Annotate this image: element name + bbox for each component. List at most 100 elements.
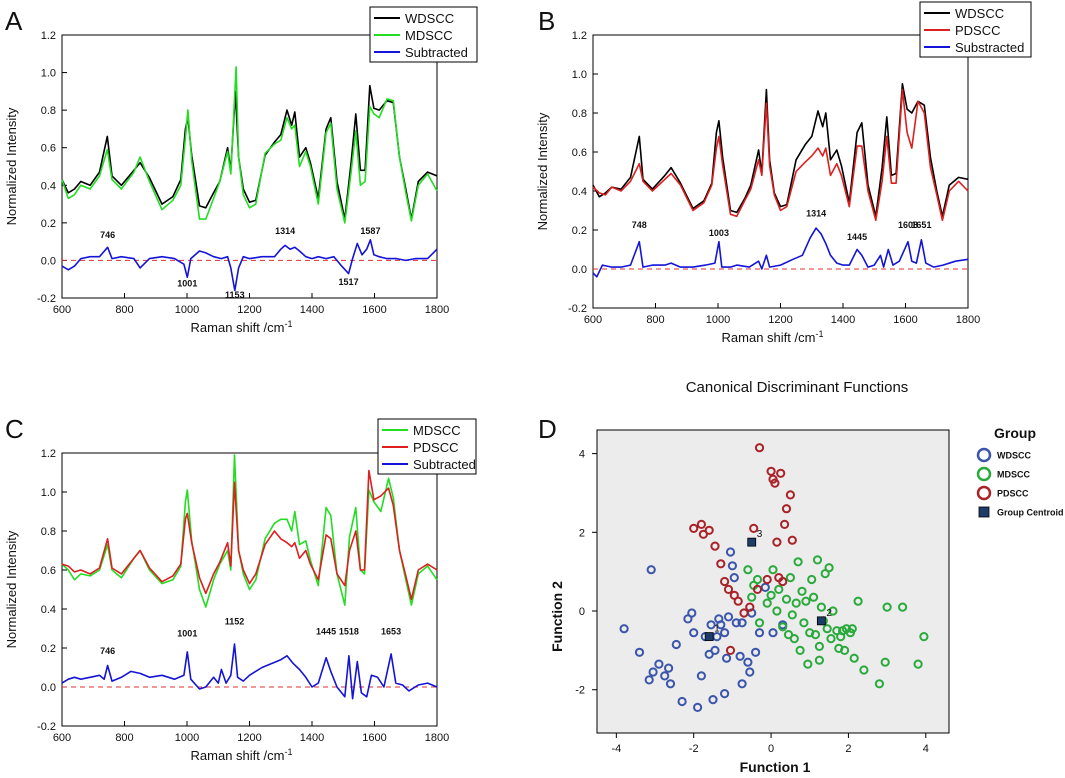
point-wdscc: [619, 624, 629, 634]
point-wdscc: [727, 561, 738, 571]
legend-label-pdscc: PDSCC: [413, 440, 459, 455]
series-line-subtracted: [61, 643, 438, 700]
legend-marker-wdscc: [976, 447, 992, 463]
legend-label-subtracted: Subtracted: [405, 45, 468, 60]
y-tick-label: 0.2: [572, 225, 587, 237]
x-tick-label: 1400: [831, 314, 855, 326]
x-tick-label: 1200: [237, 732, 261, 744]
point-mdscc: [812, 555, 823, 565]
y-tick-label: 0.6: [572, 147, 587, 159]
point-wdscc: [720, 689, 730, 699]
point-pdscc: [733, 596, 743, 606]
peak-label-1152: 1152: [225, 617, 245, 627]
point-pdscc: [745, 602, 755, 612]
point-wdscc: [648, 667, 658, 677]
point-wdscc: [654, 659, 664, 669]
centroid-label-1: 1: [714, 624, 720, 635]
point-mdscc: [762, 598, 772, 608]
x-tick-label: 1800: [425, 732, 449, 744]
point-wdscc: [664, 663, 674, 673]
x-tick-label: 0: [768, 743, 774, 755]
point-mdscc: [781, 594, 792, 604]
chart-title: Canonical Discriminant Functions: [686, 379, 909, 396]
point-mdscc: [803, 659, 813, 669]
point-mdscc: [789, 634, 799, 644]
y-tick-label: 1.0: [41, 487, 56, 499]
point-mdscc: [795, 645, 805, 656]
peak-label-1445: 1445: [316, 626, 336, 636]
x-tick-label: 1800: [956, 314, 980, 326]
point-mdscc: [772, 606, 782, 616]
y-tick-label: 0.8: [41, 526, 56, 538]
point-mdscc: [793, 557, 803, 567]
legend-label-centroid: Group Centroid: [997, 508, 1064, 518]
y-axis-label: Normalized Intensity: [4, 107, 19, 225]
point-mdscc: [919, 632, 929, 642]
y-tick-label: 0.6: [41, 565, 56, 577]
x-axis-label-superscript: -1: [284, 319, 292, 329]
x-axis-label: Function 1: [740, 759, 811, 775]
point-pdscc: [772, 537, 782, 547]
point-pdscc: [725, 645, 736, 656]
series-line-subtracted: [61, 239, 438, 292]
point-wdscc: [743, 657, 753, 667]
point-mdscc: [799, 618, 809, 628]
point-pdscc: [704, 525, 714, 535]
x-tick-label: 600: [53, 732, 71, 744]
panel-letter-d: D: [538, 414, 557, 444]
y-tick-label: 0.4: [41, 604, 56, 616]
point-pdscc: [696, 519, 707, 530]
series-line-wdscc: [61, 84, 438, 220]
group-centroid-3: [747, 537, 757, 547]
point-mdscc: [840, 645, 850, 656]
panel-letter-b: B: [538, 6, 556, 36]
point-wdscc: [716, 620, 726, 630]
x-tick-label: 1400: [300, 732, 324, 744]
x-tick-label: 1000: [175, 304, 199, 316]
point-mdscc: [809, 592, 819, 602]
point-mdscc: [754, 618, 765, 628]
point-pdscc: [749, 523, 759, 534]
point-wdscc: [729, 573, 739, 583]
legend-label-mdscc: MDSCC: [413, 423, 461, 438]
peak-label-1653: 1653: [381, 626, 401, 636]
legend-marker-centroid: [978, 506, 990, 518]
point-mdscc: [814, 655, 825, 665]
y-axis-label: Normalized Intensity: [535, 112, 550, 230]
y-tick-label: 1.0: [41, 68, 56, 80]
point-pdscc: [781, 504, 792, 514]
centroid-label-3: 3: [757, 529, 763, 540]
peak-label-748: 748: [632, 220, 647, 230]
point-wdscc: [693, 702, 703, 713]
point-mdscc: [797, 586, 807, 596]
x-axis-label: Raman shift /cm-1: [191, 319, 293, 335]
y-tick-label: -0.2: [37, 721, 56, 733]
y-tick-label: 1.0: [572, 69, 587, 81]
y-tick-label: 0.4: [572, 186, 587, 198]
legend-label-pdscc: PDSCC: [955, 23, 1001, 38]
y-axis-label: Function 2: [549, 581, 565, 652]
point-mdscc: [859, 665, 869, 675]
point-pdscc: [778, 576, 788, 587]
legend-label-wdscc: WDSCC: [955, 6, 1004, 21]
x-axis-label: Raman shift /cm-1: [722, 329, 824, 345]
x-tick-label: 600: [53, 304, 71, 316]
point-pdscc: [716, 559, 726, 569]
y-tick-label: 0.8: [41, 105, 56, 117]
point-wdscc: [644, 675, 654, 685]
legend-label-mdscc: MDSCC: [997, 470, 1030, 480]
point-wdscc: [731, 618, 741, 628]
peak-label-1518: 1518: [339, 626, 359, 636]
point-wdscc: [671, 639, 681, 650]
point-pdscc: [710, 541, 720, 551]
y-tick-label: -2: [575, 685, 585, 697]
point-mdscc: [874, 679, 885, 689]
peak-label-1587: 1587: [360, 226, 380, 236]
peak-label-1314: 1314: [806, 208, 826, 218]
point-pdscc: [720, 576, 730, 587]
point-wdscc: [745, 667, 755, 677]
point-mdscc: [774, 584, 784, 595]
x-tick-label: 1200: [768, 314, 792, 326]
y-tick-label: 0.0: [41, 682, 56, 694]
y-tick-label: 2: [579, 527, 585, 539]
